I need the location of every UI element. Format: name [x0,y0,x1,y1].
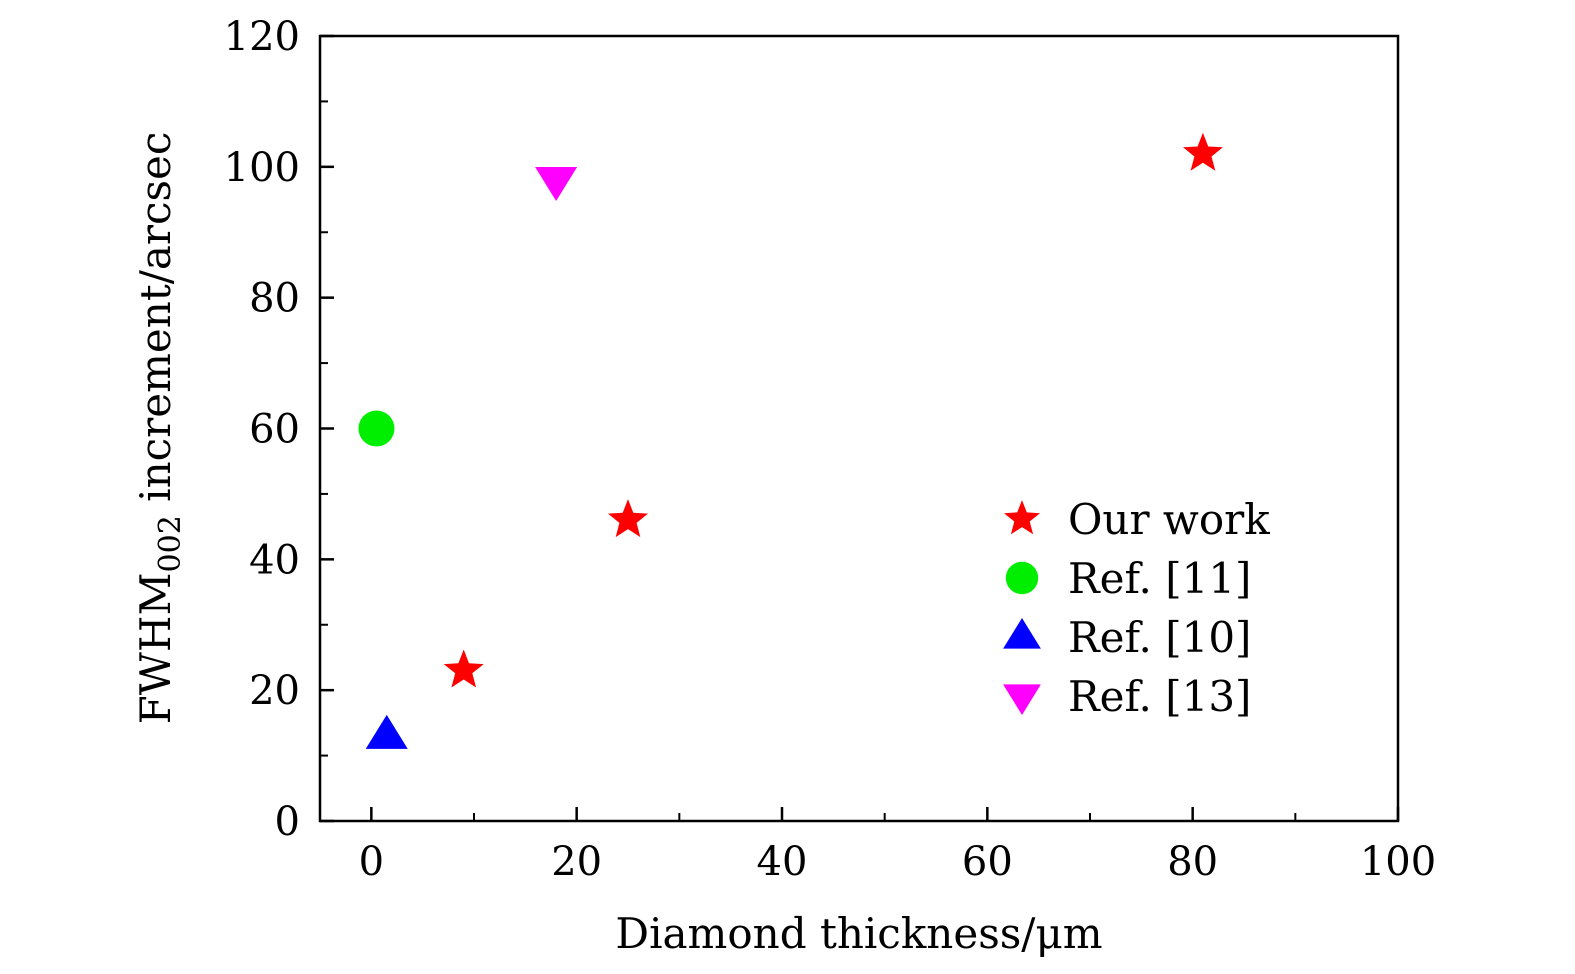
legend-marker-star [1004,500,1040,535]
legend-label: Ref. [13] [1068,672,1251,721]
legend-marker-triangle-down [1003,684,1041,715]
legend-label: Ref. [10] [1068,613,1251,662]
x-axis: 0 20 40 60 80 100 [359,807,1436,885]
y-axis-title-subscript: 002 [153,515,188,572]
data-points [358,132,1223,749]
legend: Our work Ref. [11] Ref. [10] Ref. [13] [1003,495,1270,721]
data-point-circle [358,410,395,447]
data-point-star [443,649,484,688]
y-axis-title: FWHM002 increment/arcsec [131,132,188,725]
y-axis: 0 20 40 60 80 100 120 [224,14,334,845]
y-tick-label: 100 [224,145,300,191]
data-point-triangle-down [535,166,578,201]
y-tick-label: 20 [249,668,300,714]
y-tick-label: 0 [275,799,300,845]
x-axis-title: Diamond thickness/μm [615,909,1102,958]
legend-marker-circle [1005,561,1039,595]
legend-marker-triangle-up [1003,618,1041,649]
x-tick-label: 80 [1167,839,1218,885]
x-tick-label: 60 [962,839,1013,885]
legend-label: Our work [1068,495,1270,544]
y-tick-label: 40 [249,537,300,583]
x-tick-label: 20 [551,839,602,885]
x-tick-label: 40 [757,839,808,885]
y-axis-title-main: FWHM [131,572,180,724]
x-tick-label: 0 [359,839,384,885]
data-point-star [1183,132,1223,171]
y-tick-label: 120 [224,14,300,60]
x-tick-label: 100 [1360,839,1436,885]
legend-label: Ref. [11] [1068,554,1251,603]
y-tick-label: 60 [249,407,300,453]
y-axis-title-rest: increment/arcsec [131,132,180,516]
data-point-triangle-up [365,714,408,749]
y-tick-label: 80 [249,276,300,322]
data-point-star [608,499,648,538]
